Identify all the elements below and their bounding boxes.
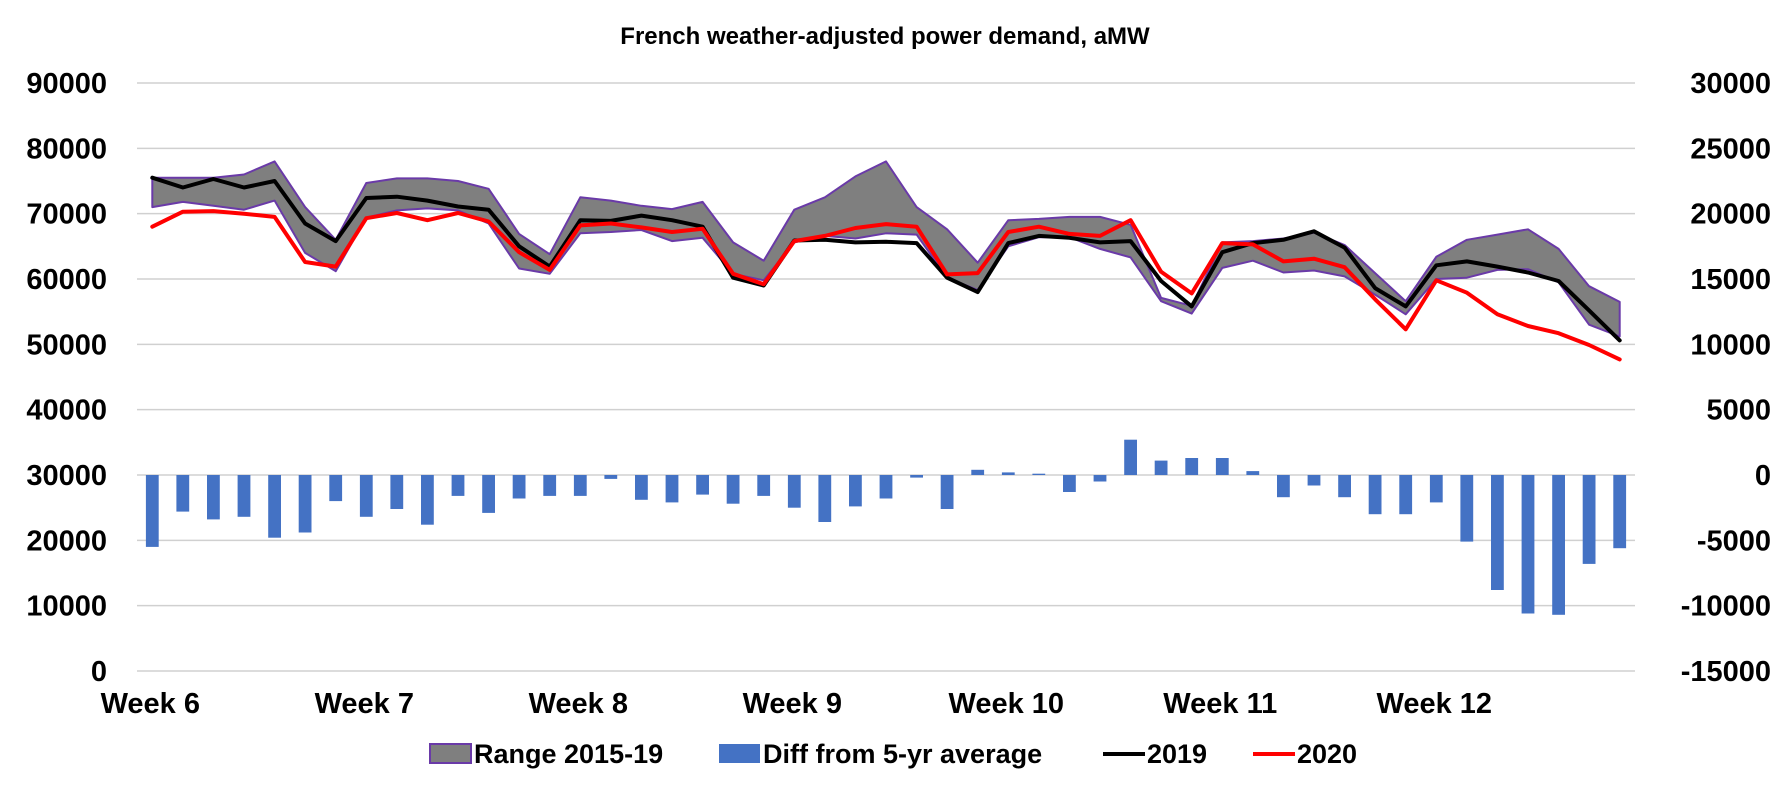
diff-bar [237, 475, 251, 517]
x-tick-label: Week 11 [1163, 688, 1277, 720]
legend-label: 2020 [1297, 739, 1357, 769]
diff-bar [1582, 475, 1596, 564]
x-tick-label: Week 8 [529, 688, 628, 720]
legend-swatch-diff [719, 744, 760, 763]
diff-bar [451, 475, 465, 496]
diff-bar [329, 475, 343, 502]
right-tick-label: 20000 [1690, 199, 1771, 231]
right-tick-label: 5000 [1706, 395, 1771, 427]
right-axis-ticks: -15000 -10000 -5000 0 5000 10000 15000 20000 250… [1681, 68, 1771, 688]
x-tick-label: Week 10 [949, 688, 1065, 720]
diff-bar [1185, 458, 1199, 475]
legend-swatch-range [429, 743, 472, 764]
left-tick-label: 20000 [26, 525, 107, 557]
legend-label: 2019 [1147, 739, 1207, 769]
diff-bar [635, 475, 648, 500]
left-tick-label: 90000 [26, 68, 107, 100]
range-area-layer [151, 160, 1621, 338]
legend: Range 2015-19 Diff from 5-yr average 2019 2… [429, 739, 1357, 769]
right-tick-label: 0 [1755, 460, 1771, 492]
diff-bar [1399, 475, 1413, 515]
legend-label: Range 2015-19 [474, 739, 663, 769]
diff-bar [145, 475, 159, 547]
diff-bar [971, 469, 985, 475]
diff-bar [1124, 439, 1137, 475]
diff-bar [207, 475, 220, 520]
diff-bar [1368, 475, 1382, 515]
diff-bar [1001, 472, 1015, 475]
x-tick-label: Week 9 [743, 688, 842, 720]
range-area [151, 160, 1621, 338]
diff-bar [1460, 475, 1474, 542]
legend-label: Diff from 5-yr average [763, 739, 1042, 769]
diff-bar [482, 475, 495, 513]
diff-bar [543, 475, 557, 496]
diff-bar [696, 475, 709, 495]
left-tick-label: 80000 [26, 133, 107, 165]
left-tick-label: 70000 [26, 199, 107, 231]
diff-bar [268, 475, 281, 538]
x-axis-labels: Week 6 Week 7 Week 8 Week 9 Week 10 Week 11 We… [101, 688, 1492, 720]
diff-bar [1307, 475, 1321, 486]
diff-bar [940, 475, 954, 509]
diff-bar [910, 475, 923, 478]
chart-title: French weather-adjusted power demand, aM… [620, 23, 1150, 50]
diff-bar [298, 475, 312, 533]
right-tick-label: 30000 [1690, 68, 1771, 100]
gridlines [137, 82, 1635, 672]
diff-bar [1552, 475, 1565, 615]
right-tick-label: -5000 [1697, 525, 1771, 557]
line-2020 [150, 209, 1622, 362]
diff-bar [1491, 475, 1504, 590]
left-tick-label: 60000 [26, 264, 107, 296]
lines-layer [150, 175, 1622, 362]
diff-bar [1215, 458, 1229, 475]
diff-bar [1154, 460, 1168, 475]
diff-bar [787, 475, 801, 508]
diff-bar [879, 475, 893, 499]
diff-bar [1338, 475, 1351, 498]
line-2019 [150, 175, 1622, 343]
diff-bar [1032, 473, 1046, 475]
diff-bar [390, 475, 404, 509]
left-tick-label: 10000 [26, 591, 107, 623]
left-tick-label: 0 [91, 656, 107, 688]
diff-bar [818, 475, 832, 522]
diff-bar [1093, 475, 1107, 482]
right-tick-label: -15000 [1681, 656, 1771, 688]
diff-bar [1521, 475, 1535, 614]
diff-bar [512, 475, 526, 499]
diff-bar [1429, 475, 1443, 503]
right-tick-label: 25000 [1690, 133, 1771, 165]
diff-bar [1063, 475, 1076, 492]
diff-bar [1277, 475, 1290, 498]
diff-bar [359, 475, 373, 517]
diff-bar [757, 475, 771, 496]
diff-bar [849, 475, 862, 507]
diff-bars-layer [145, 439, 1627, 615]
diff-bar [1246, 471, 1260, 475]
x-tick-label: Week 7 [315, 688, 414, 720]
left-tick-label: 30000 [26, 460, 107, 492]
right-tick-label: 15000 [1690, 264, 1771, 296]
left-axis-ticks: 0 10000 20000 30000 40000 50000 60000 70000 8000… [26, 68, 107, 688]
diff-bar [421, 475, 434, 525]
x-tick-label: Week 6 [101, 688, 200, 720]
diff-bar [726, 475, 740, 504]
left-tick-label: 50000 [26, 329, 107, 361]
left-tick-label: 40000 [26, 395, 107, 427]
diff-bar [604, 475, 618, 479]
diff-bar [176, 475, 190, 512]
diff-bar [1613, 475, 1627, 549]
right-tick-label: 10000 [1690, 329, 1771, 361]
diff-bar [665, 475, 679, 503]
diff-bar [573, 475, 587, 496]
x-tick-label: Week 12 [1377, 688, 1493, 720]
right-tick-label: -10000 [1681, 591, 1771, 623]
